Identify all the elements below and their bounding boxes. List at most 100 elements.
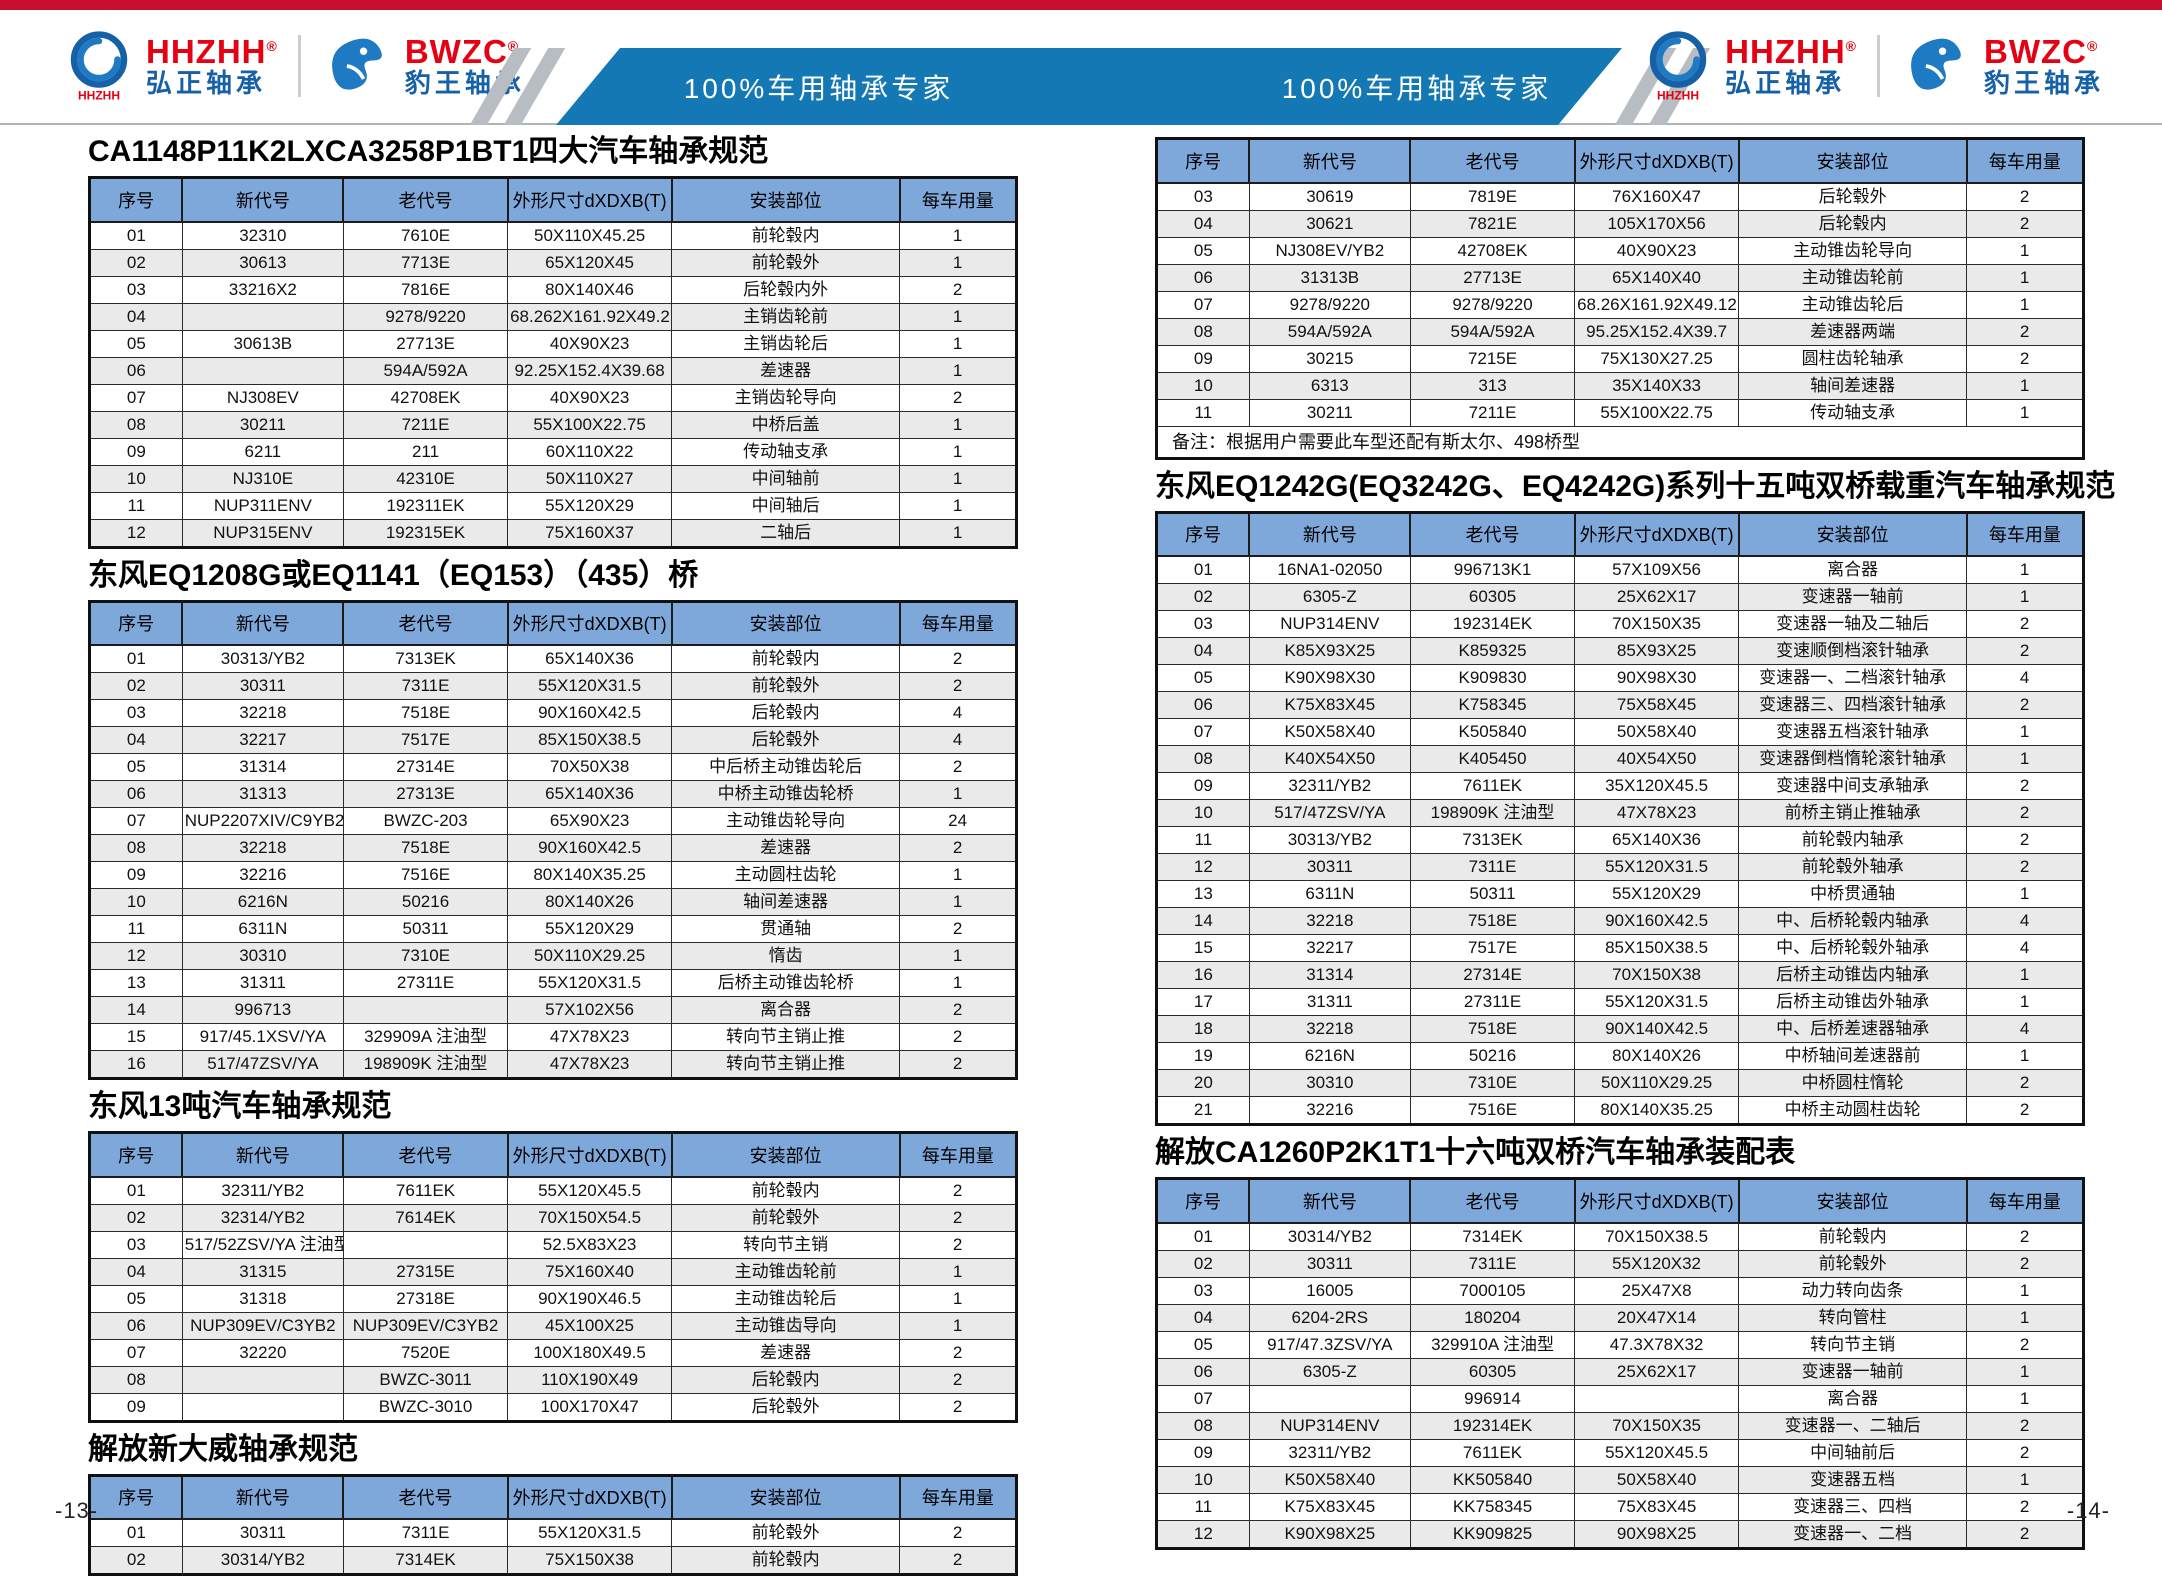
bwzc-logo-text: BWZC® 豹王轴承 xyxy=(1984,35,2104,97)
cell: 后轮毂内 xyxy=(672,1366,900,1393)
cell: K40X54X50 xyxy=(1249,746,1410,773)
cell: 03 xyxy=(90,700,183,727)
cell: 变速器一轴前 xyxy=(1739,584,1967,611)
cell: 45X100X25 xyxy=(508,1312,672,1339)
cell: 7821E xyxy=(1410,210,1574,237)
cell: 50311 xyxy=(343,916,507,943)
cell: 变速器一、二档滚针轴承 xyxy=(1739,665,1967,692)
cell: 7314EK xyxy=(343,1547,507,1575)
cell: 04 xyxy=(90,1258,183,1285)
cell: 27311E xyxy=(343,970,507,997)
cell: 27713E xyxy=(343,330,507,357)
cell: 2 xyxy=(1967,1223,2084,1251)
column-header: 外形尺寸dXDXB(T) xyxy=(1575,512,1739,556)
cell: 后轮毂内 xyxy=(672,700,900,727)
hhzhh-cn-name: 弘正轴承 xyxy=(1725,70,1857,97)
cell: 03 xyxy=(1157,611,1250,638)
cell: 32311/YB2 xyxy=(182,1177,343,1205)
header-row: 序号新代号老代号外形尺寸dXDXB(T)安装部位每车用量 xyxy=(1157,139,2084,183)
cell: 轴间差速器 xyxy=(672,889,900,916)
hhzhh-logo-icon: HHZHH xyxy=(62,26,136,106)
cell: 主销齿轮前 xyxy=(672,303,900,330)
cell: 后轮毂外 xyxy=(1739,183,1967,211)
cell: 7310E xyxy=(1410,1070,1574,1097)
cell: 09 xyxy=(90,438,183,465)
cell: 传动轴支承 xyxy=(672,438,900,465)
cell: 65X140X40 xyxy=(1575,264,1739,291)
cell: 后桥主动锥齿轮桥 xyxy=(672,970,900,997)
cell: 7311E xyxy=(343,673,507,700)
cell: 30313/YB2 xyxy=(1249,827,1410,854)
column-header: 新代号 xyxy=(182,1133,343,1177)
cell: 4 xyxy=(1967,908,2084,935)
cell: 32311/YB2 xyxy=(1249,1439,1410,1466)
cell: 55X120X45.5 xyxy=(1575,1439,1739,1466)
cell: 100X180X49.5 xyxy=(508,1339,672,1366)
cell: 65X140X36 xyxy=(1575,827,1739,854)
cell: 27713E xyxy=(1410,264,1574,291)
cell: 02 xyxy=(1157,1250,1250,1277)
cell: 27318E xyxy=(343,1285,507,1312)
cell: 转向节主销 xyxy=(1739,1331,1967,1358)
cell: 07 xyxy=(90,1339,183,1366)
cell: 75X130X27.25 xyxy=(1575,345,1739,372)
cell: 60X110X22 xyxy=(508,438,672,465)
cell: 1 xyxy=(900,1312,1017,1339)
cell: 6305-Z xyxy=(1249,1358,1410,1385)
cell: 后轮毂内 xyxy=(1739,210,1967,237)
cell: 27313E xyxy=(343,781,507,808)
cell: NUP311ENV xyxy=(182,492,343,519)
cell: 08 xyxy=(90,835,183,862)
cell: 08 xyxy=(1157,746,1250,773)
cell: 1 xyxy=(900,519,1017,547)
cell: K75X83X45 xyxy=(1249,1493,1410,1520)
cell: 7313EK xyxy=(1410,827,1574,854)
cell: 圆柱齿轮轴承 xyxy=(1739,345,1967,372)
cell: 16NA1-02050 xyxy=(1249,556,1410,584)
cell: 25X62X17 xyxy=(1575,1358,1739,1385)
cell: 转向节主销止推 xyxy=(672,1024,900,1051)
cell: 7211E xyxy=(343,411,507,438)
cell: 15 xyxy=(1157,935,1250,962)
cell: 50X58X40 xyxy=(1575,719,1739,746)
column-header: 外形尺寸dXDXB(T) xyxy=(508,601,672,645)
column-header: 外形尺寸dXDXB(T) xyxy=(1575,1179,1739,1223)
cell: 差速器 xyxy=(672,835,900,862)
cell: 40X90X23 xyxy=(1575,237,1739,264)
cell xyxy=(343,1231,507,1258)
cell: 6313 xyxy=(1249,372,1410,399)
cell: 2 xyxy=(1967,183,2084,211)
cell: 主动锥齿轮前 xyxy=(1739,264,1967,291)
note-row: 备注：根据用户需要此车型还配有斯太尔、498桥型 xyxy=(1157,426,2084,458)
cell: NJ310E xyxy=(182,465,343,492)
cell: 70X150X35 xyxy=(1575,611,1739,638)
cell: 2 xyxy=(1967,1331,2084,1358)
cell: 55X120X31.5 xyxy=(508,970,672,997)
cell: 2 xyxy=(900,645,1017,673)
cell: 55X120X29 xyxy=(1575,881,1739,908)
cell: 35X120X45.5 xyxy=(1575,773,1739,800)
cell: 7518E xyxy=(1410,1016,1574,1043)
cell: 10 xyxy=(1157,800,1250,827)
cell: 329909A 注油型 xyxy=(343,1024,507,1051)
cell: 1 xyxy=(900,943,1017,970)
cell: 2 xyxy=(1967,1439,2084,1466)
cell: 30310 xyxy=(182,943,343,970)
cell: NUP309EV/C3YB2 xyxy=(343,1312,507,1339)
cell: 11 xyxy=(1157,1493,1250,1520)
cell: 轴间差速器 xyxy=(1739,372,1967,399)
cell: 19 xyxy=(1157,1043,1250,1070)
cell: 2 xyxy=(1967,827,2084,854)
brand-logos: HHZHH HHZHH® 弘正轴承 BWZC® 豹王轴承 xyxy=(62,26,525,106)
cell: 27311E xyxy=(1410,989,1574,1016)
cell: 25X47X8 xyxy=(1575,1277,1739,1304)
